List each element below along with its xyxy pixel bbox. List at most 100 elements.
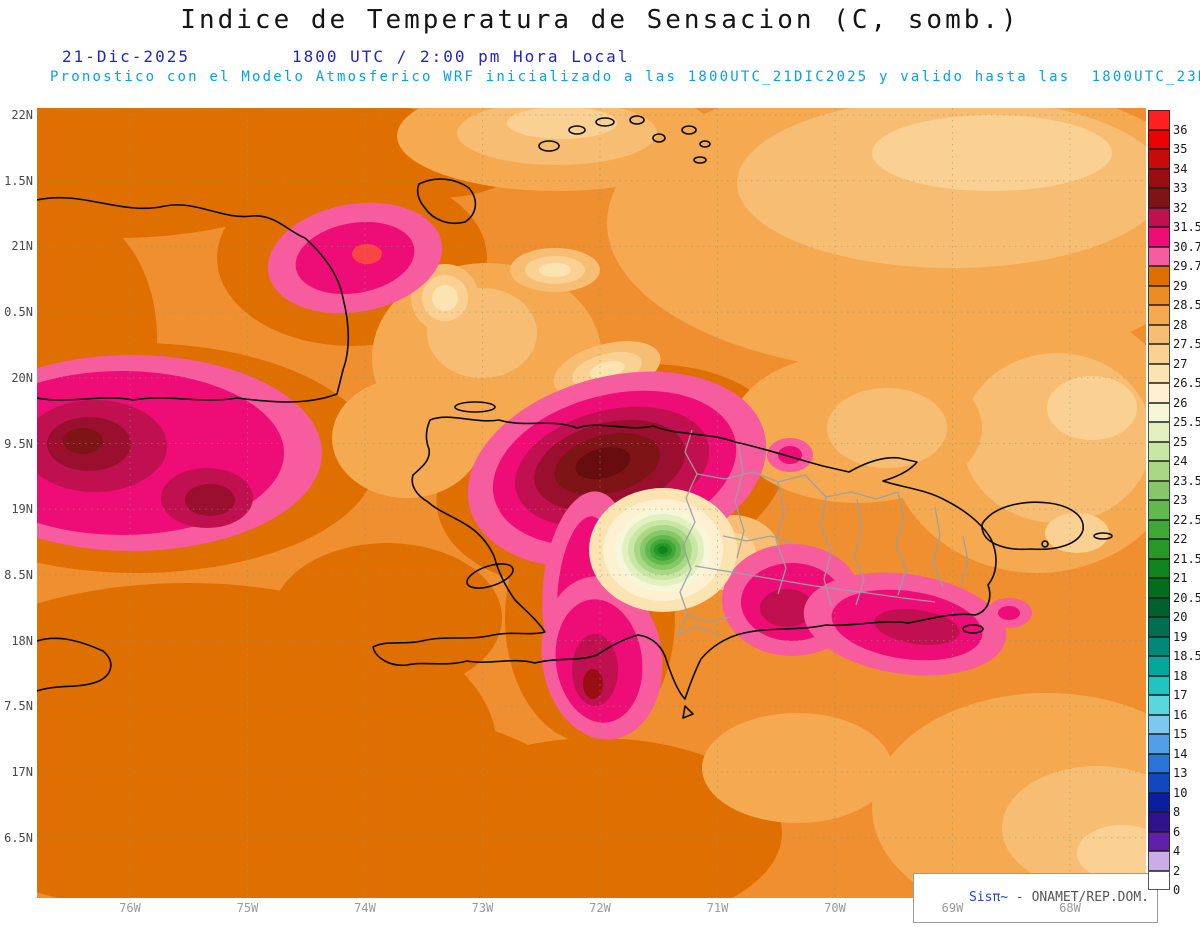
colorbar-tick-label: 35 (1173, 142, 1188, 156)
colorbar-cell (1148, 266, 1170, 286)
colorbar-cell (1148, 753, 1170, 773)
admin-borders (676, 429, 969, 636)
lat-tick-label: 17N (11, 765, 33, 779)
colorbar-tick-label: 24 (1173, 454, 1188, 468)
lon-tick-label: 75W (236, 901, 259, 915)
contour-map (37, 108, 1146, 898)
colorbar-cell (1148, 383, 1170, 403)
colorbar-tick-label: 22.5 (1173, 512, 1200, 527)
colorbar-tick-label: 4 (1173, 844, 1181, 858)
cuba-coastline (37, 196, 350, 403)
colorbar-cell (1148, 441, 1170, 461)
colorbar-tick-label: 31.5 (1173, 220, 1200, 234)
contour-field (37, 108, 1146, 898)
lon-tick-label: 74W (354, 901, 376, 915)
colorbar-cell (1148, 246, 1170, 266)
lat-tick-label: 6.5N (4, 830, 33, 845)
lat-tick-label: 0.5N (4, 305, 33, 320)
colorbar-cell (1148, 870, 1170, 890)
run-date: 21-Dic-2025 (62, 47, 190, 66)
lat-tick-label: 19N (11, 502, 33, 517)
colorbar-tick-label: 27 (1173, 356, 1188, 371)
lon-tick-label: 71W (706, 901, 729, 915)
colorbar-tick-label: 23.5 (1173, 473, 1200, 488)
colorbar-cell (1148, 149, 1170, 169)
colorbar-cell (1148, 539, 1170, 559)
colorbar-cell (1148, 188, 1170, 208)
colorbar-tick-label: 8 (1173, 805, 1181, 819)
colorbar-cell (1148, 344, 1170, 364)
lon-tick-label: 73W (471, 901, 494, 915)
colorbar-tick-label: 26.5 (1173, 376, 1200, 390)
colorbar-cell (1148, 480, 1170, 500)
colorbar-cell (1148, 695, 1170, 715)
colorbar-cell (1148, 597, 1170, 617)
lat-tick-label: 20N (11, 370, 33, 385)
colorbar-tick-label: 19 (1173, 629, 1188, 644)
colorbar-tick-label: 25.5 (1173, 415, 1200, 429)
small-islands (454, 115, 1113, 719)
colorbar-tick-label: 21.5 (1173, 551, 1200, 566)
colorbar-tick-label: 21 (1173, 571, 1188, 585)
colorbar-cell (1148, 558, 1170, 578)
lat-tick-label: 18N (11, 633, 33, 648)
colorbar-tick-label: 28 (1173, 317, 1188, 332)
colorbar-cell (1148, 812, 1170, 832)
map-canvas: Sisπ~ - ONAMET/REP.DOM. (37, 108, 1158, 923)
colorbar-tick-label: 32 (1173, 200, 1188, 215)
colorbar-tick-label: 20 (1173, 610, 1188, 624)
colorbar-tick-label: 10 (1173, 785, 1188, 800)
colorbar-tick-label: 27.5 (1173, 337, 1200, 351)
colorbar-cell (1148, 519, 1170, 539)
colorbar-cell (1148, 461, 1170, 481)
colorbar-cell (1148, 110, 1170, 130)
cool-spot-region (589, 488, 737, 612)
page-title: Indice de Temperatura de Sensacion (C, s… (180, 5, 1020, 35)
colorbar-tick-label: 36 (1173, 122, 1188, 137)
colorbar-cell (1148, 578, 1170, 598)
colorbar-cell (1148, 227, 1170, 247)
colorbar-cell (1148, 734, 1170, 754)
colorbar-cell (1148, 422, 1170, 442)
lon-tick-label: 68W (1059, 901, 1081, 915)
colorbar-tick-label: 18 (1173, 668, 1188, 683)
lat-tick-label: 1.5N (4, 173, 33, 188)
hot-spot-regions (37, 202, 1032, 740)
lon-tick-label: 76W (119, 901, 141, 915)
run-time: 1800 UTC / 2:00 pm Hora Local (292, 47, 630, 66)
colorbar-tick-label: 26 (1173, 395, 1188, 410)
lat-tick-label: 21N (11, 239, 33, 254)
colorbar-tick-label: 6 (1173, 824, 1181, 839)
colorbar-tick-label: 0 (1173, 883, 1181, 897)
coastlines (37, 115, 1113, 719)
colorbar-tick-label: 15 (1173, 727, 1188, 741)
jamaica-coastline (37, 637, 112, 692)
colorbar-cell (1148, 831, 1170, 851)
colorbar-tick-label: 17 (1173, 688, 1188, 702)
colorbar-tick-label: 34 (1173, 161, 1188, 176)
colorbar-tick-label: 14 (1173, 746, 1188, 761)
colorbar-cell (1148, 500, 1170, 520)
colorbar-cell (1148, 363, 1170, 383)
hispaniola-coastline (372, 416, 997, 700)
colorbar-cell (1148, 675, 1170, 695)
colorbar-tick-label: 22 (1173, 532, 1188, 546)
colorbar-tick-label: 33 (1173, 181, 1188, 195)
colorbar-tick-label: 2 (1173, 863, 1181, 878)
colorbar-tick-label: 18.5 (1173, 649, 1200, 663)
lat-tick-label: 8.5N (4, 567, 33, 582)
colorbar-tick-label: 29 (1173, 278, 1188, 293)
colorbar-cell (1148, 851, 1170, 871)
colorbar (1148, 110, 1170, 890)
colorbar-cell (1148, 324, 1170, 344)
watermark-badge: Sisπ~ - ONAMET/REP.DOM. (913, 873, 1158, 923)
colorbar-tick-label: 28.5 (1173, 298, 1200, 312)
colorbar-cell (1148, 773, 1170, 793)
colorbar-tick-label: 16 (1173, 707, 1188, 722)
colorbar-cell (1148, 129, 1170, 149)
lat-tick-label: 22N (11, 108, 33, 122)
colorbar-cell (1148, 636, 1170, 656)
colorbar-cell (1148, 402, 1170, 422)
colorbar-tick-label: 30.7 (1173, 239, 1200, 254)
great-inagua-coastline (416, 178, 477, 224)
